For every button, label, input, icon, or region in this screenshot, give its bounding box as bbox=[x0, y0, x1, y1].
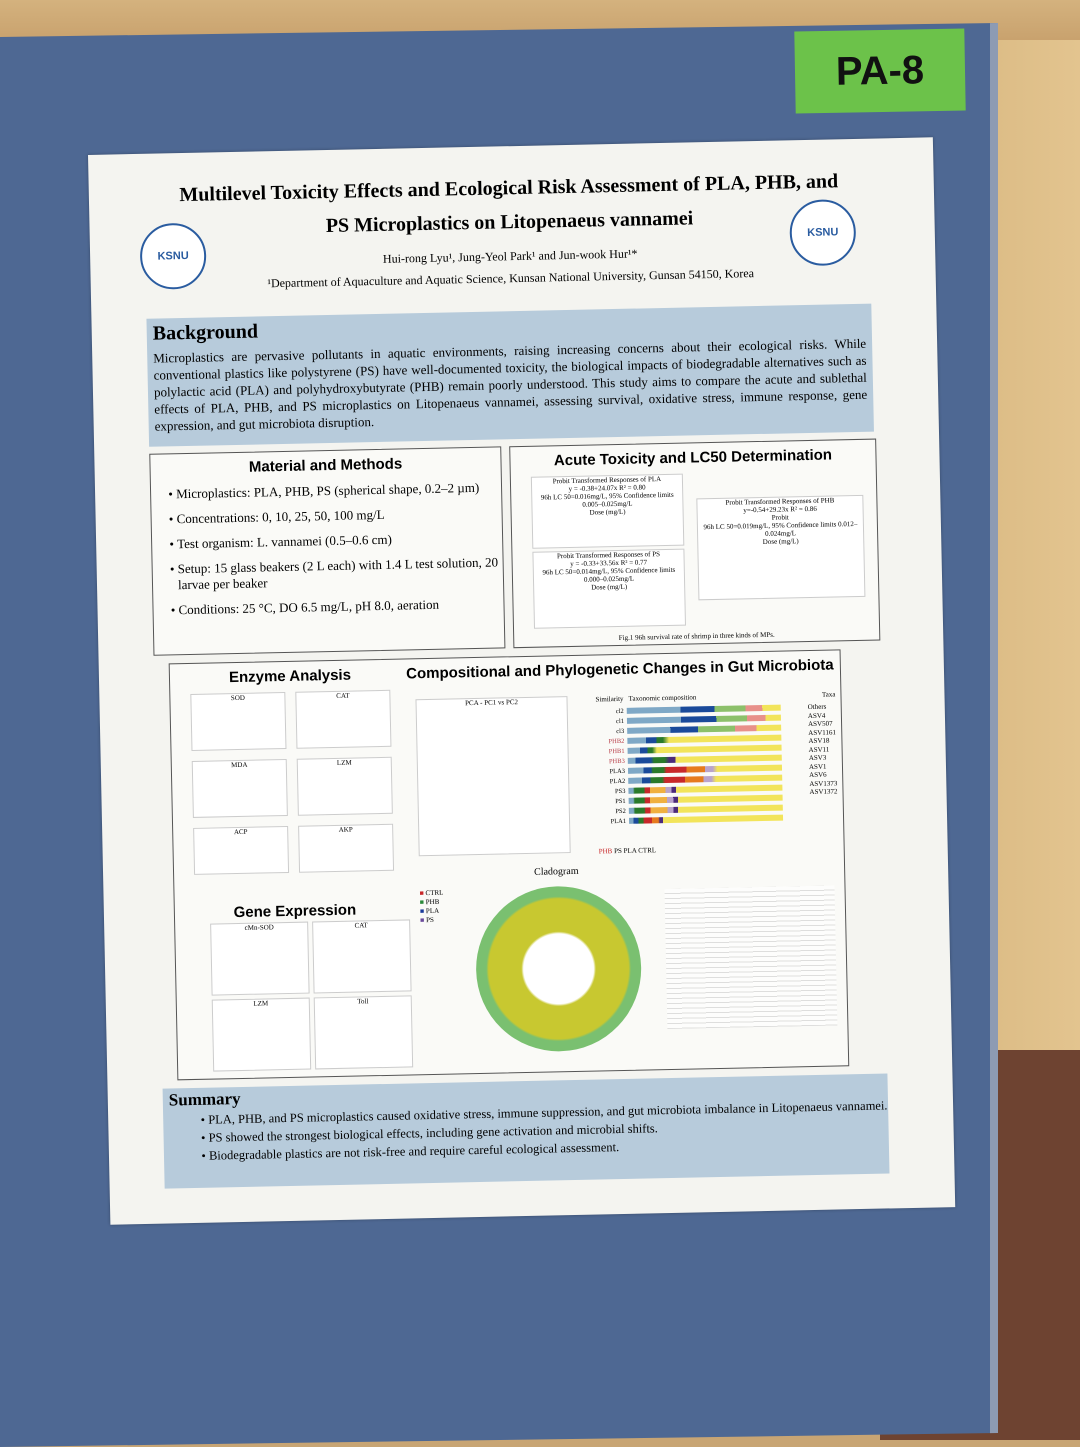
cladogram-title: Cladogram bbox=[534, 865, 579, 878]
gene-heading: Gene Expression bbox=[233, 901, 357, 922]
sample-label: cl3 bbox=[616, 727, 625, 735]
gene-charts: cMn-SOD CAT LZM Toll bbox=[210, 919, 414, 1072]
taxa-legend-item: ASV1161 bbox=[808, 727, 837, 737]
gene-chart: CAT bbox=[312, 919, 412, 994]
poster-title: Multilevel Toxicity Effects and Ecologic… bbox=[129, 163, 890, 247]
sample-label: PLA1 bbox=[610, 817, 627, 825]
probit-chart-ps: Probit Transformed Responses of PS y = -0… bbox=[532, 548, 686, 629]
gene-chart: cMn-SOD bbox=[210, 921, 310, 996]
probit-chart-phb: Probit Transformed Responses of PHB y=-0.… bbox=[696, 494, 866, 601]
acute-section: Acute Toxicity and LC50 Determination Pr… bbox=[509, 438, 881, 649]
enzyme-charts: SOD CAT MDA LZM ACP AKP bbox=[190, 689, 395, 875]
taxa-legend-item: ASV1372 bbox=[809, 787, 838, 797]
method-item: Concentrations: 0, 10, 25, 50, 100 mg/L bbox=[176, 504, 501, 527]
sample-label: PLA2 bbox=[609, 777, 626, 785]
background-text: Microplastics are pervasive pollutants i… bbox=[153, 335, 868, 434]
sample-label: PLA3 bbox=[609, 767, 626, 775]
enzyme-chart: MDA bbox=[191, 758, 288, 818]
method-item: Test organism: L. vannamei (0.5–0.6 cm) bbox=[177, 529, 502, 552]
booth-tag: PA-8 bbox=[794, 28, 966, 114]
methods-heading: Material and Methods bbox=[248, 455, 403, 476]
cladogram-legend-item: ■ PS bbox=[420, 915, 434, 925]
poster: KSNU KSNU Multilevel Toxicity Effects an… bbox=[88, 137, 956, 1225]
taxonomic-composition: Similarity Taxonomic composition Taxa cl… bbox=[595, 690, 838, 855]
background-section: Background Microplastics are pervasive p… bbox=[146, 303, 874, 447]
cladogram-legend: ■ CTRL ■ PHB ■ PLA ■ PS bbox=[419, 889, 444, 925]
enzyme-chart: ACP bbox=[193, 825, 290, 875]
acute-caption: Fig.1 96h survival rate of shrimp in thr… bbox=[618, 630, 775, 642]
probit-chart-pla: Probit Transformed Responses of PLA y = -… bbox=[530, 473, 685, 549]
composition-bar bbox=[628, 814, 784, 824]
results-section: Enzyme Analysis SOD CAT MDA LZM ACP AKP … bbox=[168, 649, 850, 1081]
taxonomic-composition-label: Taxonomic composition bbox=[628, 693, 697, 703]
pca-plot: PCA - PC1 vs PC2 bbox=[415, 696, 571, 857]
group-legend-item: CTRL bbox=[638, 846, 657, 855]
cladogram bbox=[474, 884, 643, 1054]
cladogram-taxa-list bbox=[664, 885, 838, 1030]
sample-label: PS2 bbox=[615, 807, 626, 815]
sample-label: PHB2 bbox=[608, 737, 625, 745]
microbiota-heading: Compositional and Phylogenetic Changes i… bbox=[405, 656, 834, 683]
gene-chart: LZM bbox=[211, 997, 312, 1072]
methods-section: Material and Methods Microplastics: PLA,… bbox=[149, 446, 506, 656]
composition-rows: cl2 cl1 cl3 PHB2 PHB1 PHB3 PLA3 PLA2 PS3… bbox=[596, 703, 784, 827]
sample-label: PHB1 bbox=[608, 747, 625, 755]
enzyme-chart: LZM bbox=[296, 756, 393, 816]
x-axis-label: Dose (mg/L) bbox=[591, 582, 628, 592]
x-axis-label: Dose (mg/L) bbox=[589, 507, 626, 517]
group-legend-item: PS bbox=[613, 846, 622, 856]
sample-label: cl2 bbox=[615, 707, 624, 715]
gene-chart: Toll bbox=[313, 995, 414, 1070]
taxa-label: Taxa bbox=[821, 690, 836, 699]
taxa-legend-item: ASV507 bbox=[807, 719, 833, 729]
cladogram-legend-item: ■ CTRL bbox=[419, 888, 444, 898]
summary-section: Summary PLA, PHB, and PS microplastics c… bbox=[162, 1073, 890, 1189]
sample-label: PS1 bbox=[615, 797, 626, 805]
method-item: Setup: 15 glass beakers (2 L each) with … bbox=[178, 554, 504, 593]
enzyme-chart: SOD bbox=[190, 691, 287, 751]
group-legend-item: PHB bbox=[598, 847, 613, 856]
group-legend: PHB PS PLA CTRL bbox=[599, 846, 657, 855]
enzyme-heading: Enzyme Analysis bbox=[228, 666, 352, 687]
sample-label: PS3 bbox=[614, 787, 626, 795]
group-legend-item: PLA bbox=[623, 846, 637, 855]
enzyme-chart: CAT bbox=[295, 689, 392, 749]
enzyme-chart: AKP bbox=[298, 823, 395, 873]
method-item: Conditions: 25 °C, DO 6.5 mg/L, pH 8.0, … bbox=[178, 595, 503, 618]
taxa-legend: Others ASV4 ASV507 ASV1161 ASV18 ASV11 ASV3 ASV… bbox=[808, 702, 838, 796]
sample-label: cl1 bbox=[615, 717, 625, 725]
similarity-label: Similarity bbox=[595, 694, 624, 704]
method-item: Microplastics: PLA, PHB, PS (spherical s… bbox=[176, 479, 501, 502]
sample-label: PHB3 bbox=[608, 757, 625, 765]
acute-heading: Acute Toxicity and LC50 Determination bbox=[553, 446, 833, 470]
